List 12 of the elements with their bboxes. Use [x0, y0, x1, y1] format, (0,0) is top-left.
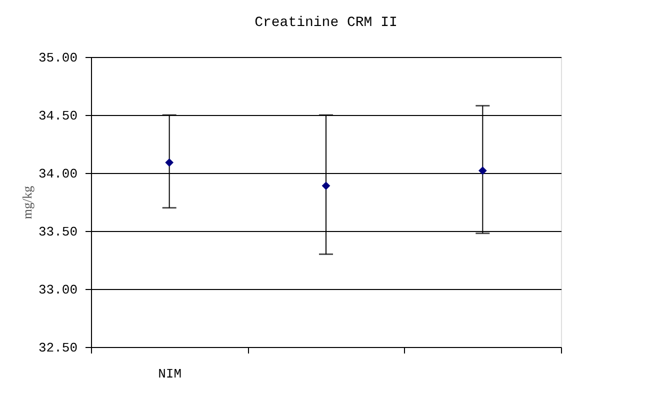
- y-tick-label: 33.50: [38, 224, 78, 240]
- y-tick-label: 35.00: [38, 50, 78, 66]
- point: [322, 182, 330, 190]
- y-axis-title: mg/kg: [19, 185, 34, 220]
- point: [165, 158, 174, 167]
- point: [478, 166, 487, 175]
- chart-title: Creatinine CRM II: [254, 15, 398, 31]
- y-tick-label: 33.00: [38, 282, 78, 298]
- x-tick-label: NIM: [158, 366, 182, 382]
- y-tick-label: 34.50: [38, 108, 78, 124]
- y-tick-label: 32.50: [38, 340, 78, 356]
- y-tick-label: 34.00: [38, 166, 78, 182]
